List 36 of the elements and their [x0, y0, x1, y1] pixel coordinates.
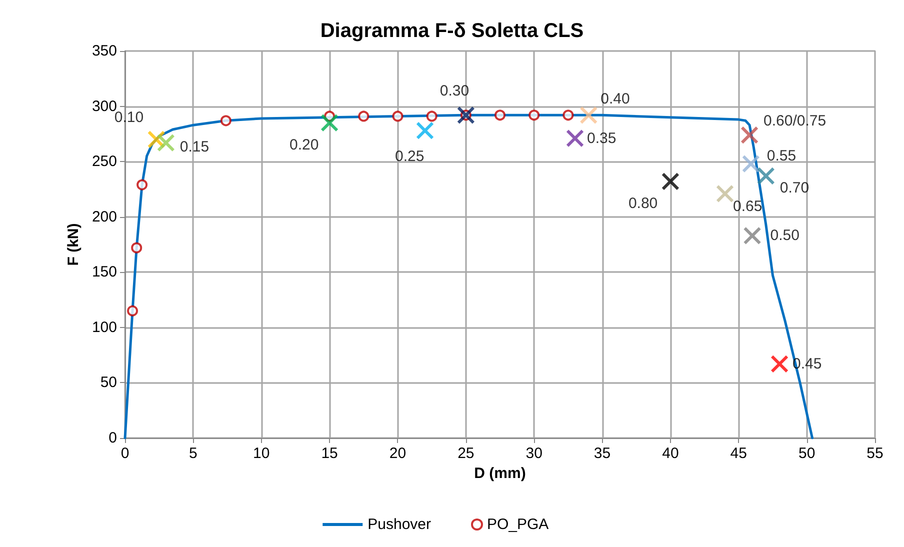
- x-tick-label: 15: [321, 445, 338, 462]
- series-label: 0.25: [395, 148, 424, 166]
- series-label: 0.40: [600, 90, 630, 108]
- y-axis-title: F (kN): [65, 223, 82, 266]
- y-tick-label: 350: [92, 42, 117, 60]
- series-label: 0.20: [290, 136, 319, 154]
- x-tick-label: 10: [253, 445, 270, 462]
- series-label: 0.60/0.75: [764, 112, 826, 130]
- series-label: 0.35: [587, 130, 616, 147]
- legend-label: PO_PGA: [487, 516, 549, 533]
- y-tick-label: 250: [92, 153, 117, 170]
- x-tick-label: 35: [594, 445, 611, 462]
- x-tick-label: 5: [189, 445, 198, 462]
- x-tick-label: 0: [120, 445, 130, 462]
- y-tick-label: 150: [92, 264, 117, 281]
- series-label: 0.15: [180, 138, 210, 156]
- y-tick-label: 50: [100, 374, 117, 392]
- x-axis-title: D (mm): [474, 464, 526, 482]
- chart-title: Diagramma F-δ Soletta CLS: [320, 20, 584, 42]
- x-tick-label: 30: [526, 445, 542, 462]
- x-tick-label: 25: [458, 445, 474, 462]
- x-tick-label: 55: [866, 445, 884, 462]
- series-label: 0.70: [780, 179, 810, 196]
- series-label: 0.80: [628, 194, 658, 212]
- series-label: 0.50: [770, 227, 800, 244]
- legend-label: Pushover: [368, 516, 432, 533]
- x-tick-label: 50: [798, 445, 816, 462]
- x-tick-label: 45: [730, 445, 747, 462]
- series-label: 0.65: [733, 198, 762, 216]
- y-tick-label: 100: [92, 318, 117, 336]
- series-label: 0.30: [440, 82, 470, 100]
- x-tick-label: 40: [662, 445, 679, 462]
- y-tick-label: 200: [92, 208, 117, 226]
- series-label: 0.55: [766, 147, 796, 164]
- x-tick-label: 20: [389, 445, 406, 462]
- y-tick-label: 0: [108, 430, 117, 446]
